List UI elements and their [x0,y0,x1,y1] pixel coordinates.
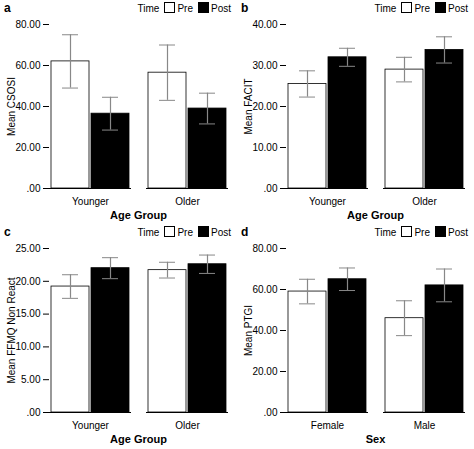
svg-text:.00: .00 [264,183,278,194]
svg-text:20.00: 20.00 [15,276,40,287]
svg-text:Younger: Younger [309,196,347,207]
svg-text:80.00: 80.00 [15,19,40,30]
svg-text:Older: Older [175,196,200,207]
svg-text:20.00: 20.00 [15,142,40,153]
html-text:Sex: Sex [365,433,386,445]
html-text:Time: Time [137,2,160,14]
svg-text:Female: Female [311,420,345,431]
svg-text:15.00: 15.00 [15,308,40,319]
html-text:Post: Post [448,3,468,14]
svg-text:.00: .00 [27,407,41,418]
svg-text:80.00: 80.00 [252,243,277,254]
html-text:a: a [4,1,11,15]
html-text:Post: Post [211,3,231,14]
svg-text:Mean PTGI: Mean PTGI [243,305,254,356]
svg-text:Younger: Younger [72,420,110,431]
svg-text:Male: Male [414,420,436,431]
svg-text:10.00: 10.00 [252,142,277,153]
svg-text:60.00: 60.00 [252,284,277,295]
svg-text:25.00: 25.00 [15,243,40,254]
svg-text:.00: .00 [27,183,41,194]
svg-text:Older: Older [412,196,437,207]
html-text:Post: Post [448,227,468,238]
html-text:Post: Post [211,227,231,238]
html-text:Pre: Pre [177,3,193,14]
svg-text:40.00: 40.00 [252,19,277,30]
svg-text:20.00: 20.00 [252,366,277,377]
svg-text:Mean FFMQ Non React: Mean FFMQ Non React [6,277,17,383]
svg-text:40.00: 40.00 [15,101,40,112]
html-text:Time: Time [374,226,397,238]
html-text:c: c [4,225,11,239]
svg-text:Younger: Younger [72,196,110,207]
svg-text:30.00: 30.00 [252,60,277,71]
html-text:Pre: Pre [414,3,430,14]
svg-text:10.00: 10.00 [15,341,40,352]
svg-text:20.00: 20.00 [252,101,277,112]
html-text:d: d [241,225,249,239]
html-text:Pre: Pre [414,227,430,238]
html-text:Age Group: Age Group [110,209,167,221]
html-text:Pre: Pre [177,227,193,238]
svg-text:.00: .00 [264,407,278,418]
svg-text:60.00: 60.00 [15,60,40,71]
html-text:Age Group: Age Group [110,433,167,445]
html-text:Time: Time [137,226,160,238]
html-text:b: b [241,1,249,15]
svg-text:Mean FACIT: Mean FACIT [243,78,254,134]
html-text:Time: Time [374,2,397,14]
svg-text:5.00: 5.00 [21,374,41,385]
svg-text:40.00: 40.00 [252,325,277,336]
svg-text:Mean CSOSI: Mean CSOSI [6,77,17,136]
svg-text:Older: Older [175,420,200,431]
html-text:Age Group: Age Group [347,209,404,221]
